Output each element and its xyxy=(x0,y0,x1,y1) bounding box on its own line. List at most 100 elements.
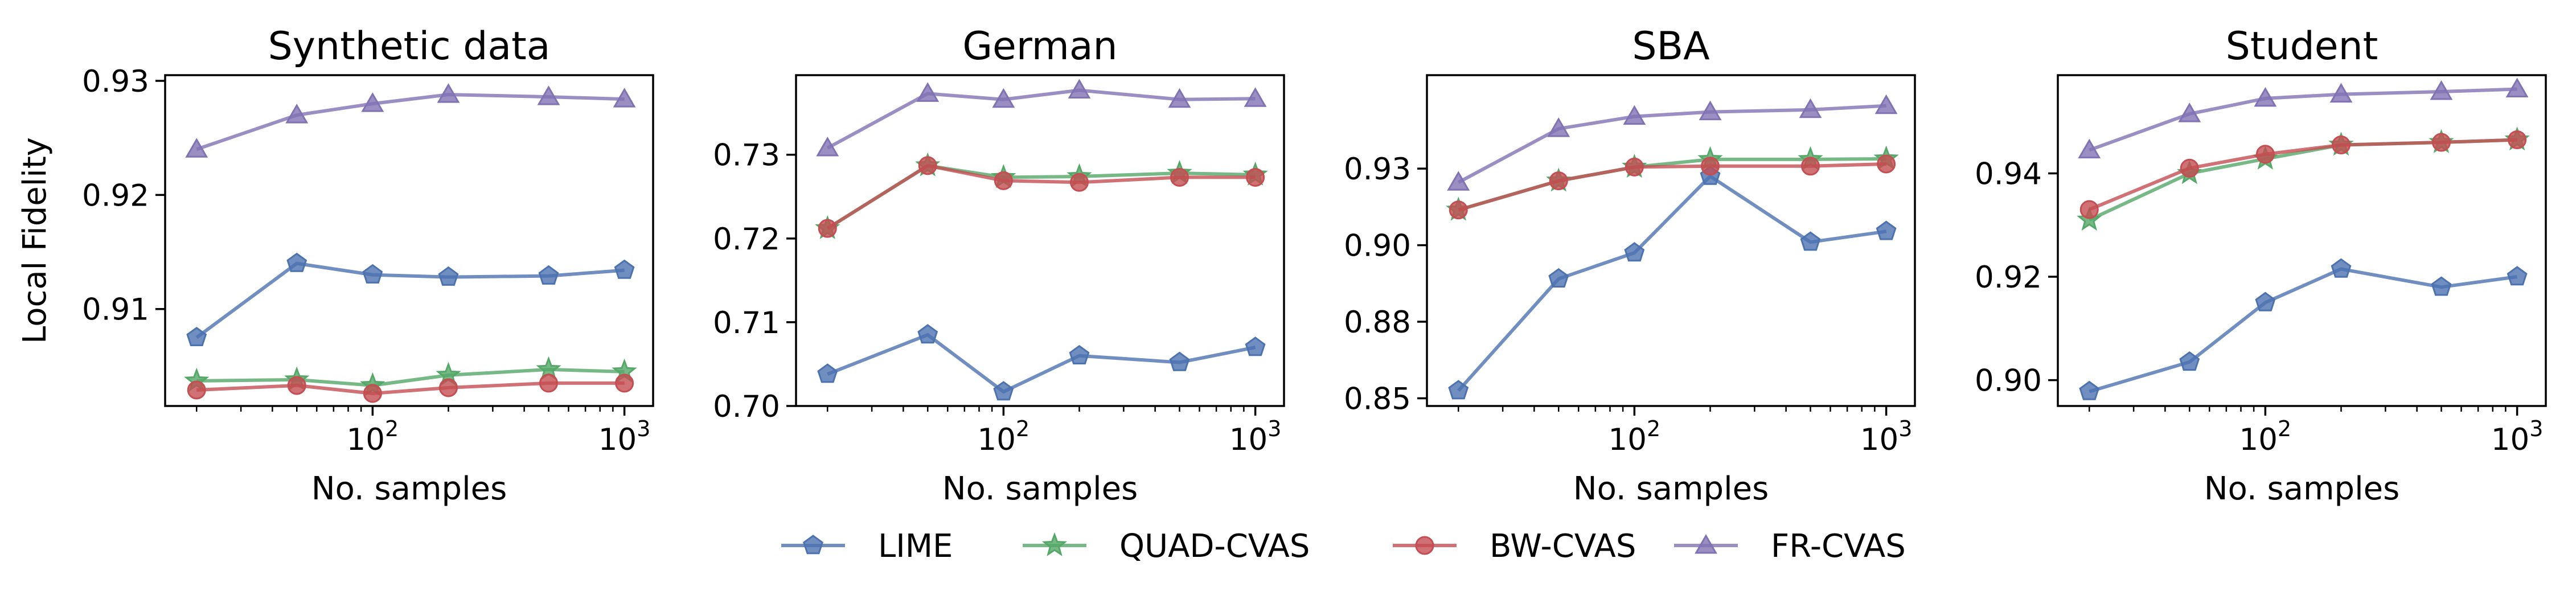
data-point-lime xyxy=(1548,268,1569,288)
data-point-fr-cvas xyxy=(1874,94,1898,114)
data-point-bw-cvas xyxy=(287,376,306,395)
data-point-lime xyxy=(1624,242,1645,262)
panel-title: Synthetic data xyxy=(268,24,551,69)
data-point-lime xyxy=(1245,337,1266,356)
series-line-quad-cvas xyxy=(196,367,625,387)
y-tick-label: 0.93 xyxy=(82,64,149,99)
x-tick-label: 103 xyxy=(2491,416,2544,457)
data-point-bw-cvas xyxy=(363,384,382,403)
y-tick-label: 0.93 xyxy=(1344,152,1411,187)
data-point-lime xyxy=(1069,344,1090,364)
data-point-bw-cvas xyxy=(1877,154,1896,174)
chart-panel-4: 102 103 0.90 0.92 0.94 Student No. samples xyxy=(1975,24,2547,507)
data-point-lime xyxy=(1800,231,1821,251)
data-point-fr-cvas xyxy=(2329,83,2353,103)
y-tick-label: 0.70 xyxy=(713,389,780,424)
y-tick-label: 0.94 xyxy=(1975,157,2042,191)
legend-label: BW-CVAS xyxy=(1490,528,1636,565)
axes-frame xyxy=(2057,74,2547,407)
data-point-fr-cvas xyxy=(2254,87,2277,107)
data-point-bw-cvas xyxy=(1549,171,1568,191)
y-tick-label: 0.85 xyxy=(1344,382,1411,417)
legend-marker-pentagon xyxy=(803,535,823,555)
data-point-fr-cvas xyxy=(1547,117,1570,137)
data-point-bw-cvas xyxy=(2508,130,2527,149)
axes-frame xyxy=(1426,74,1916,407)
data-point-fr-cvas xyxy=(1623,105,1646,125)
x-axis-label: No. samples xyxy=(311,470,507,507)
data-point-bw-cvas xyxy=(2180,158,2199,178)
x-axis-label: No. samples xyxy=(942,470,1138,507)
panel-title: German xyxy=(962,24,1117,69)
x-tick-label: 103 xyxy=(1860,416,1913,457)
legend-label: LIME xyxy=(878,528,953,565)
x-tick-base: 10 xyxy=(2491,422,2529,457)
data-point-fr-cvas xyxy=(1068,79,1091,99)
x-tick-exponent: 3 xyxy=(2529,416,2543,441)
data-point-fr-cvas xyxy=(185,138,208,158)
y-tick-label: 0.72 xyxy=(713,222,780,257)
data-point-bw-cvas xyxy=(438,378,458,397)
data-point-lime xyxy=(286,252,307,272)
x-tick-exponent: 2 xyxy=(1016,416,1029,441)
data-point-fr-cvas xyxy=(2505,77,2529,97)
y-axis-label: Local Fidelity xyxy=(17,137,54,344)
panel-title: Student xyxy=(2226,24,2378,69)
data-point-bw-cvas xyxy=(1700,157,1720,176)
data-point-fr-cvas xyxy=(992,88,1015,108)
legend-item-lime: LIME xyxy=(781,528,953,565)
data-point-fr-cvas xyxy=(285,104,309,124)
x-tick-base: 10 xyxy=(1860,422,1898,457)
data-point-lime xyxy=(2079,380,2100,400)
series-line-fr-cvas xyxy=(826,88,1256,150)
y-tick-label: 0.91 xyxy=(82,293,149,327)
data-point-bw-cvas xyxy=(1625,157,1644,177)
data-point-lime xyxy=(1448,380,1469,400)
data-point-lime xyxy=(2507,266,2528,286)
x-tick-label: 102 xyxy=(1609,416,1661,457)
series-line-quad-cvas xyxy=(826,163,1256,230)
data-point-fr-cvas xyxy=(1168,88,1191,108)
data-point-fr-cvas xyxy=(1447,171,1470,191)
data-point-fr-cvas xyxy=(537,85,560,105)
x-tick-label: 102 xyxy=(347,416,399,457)
data-point-bw-cvas xyxy=(1246,167,1265,187)
data-point-lime xyxy=(1169,351,1190,371)
data-point-lime xyxy=(1876,220,1897,240)
legend-marker-circle xyxy=(1415,536,1434,555)
data-point-lime xyxy=(2255,292,2276,311)
data-point-lime xyxy=(186,326,207,346)
data-point-fr-cvas xyxy=(361,92,384,112)
legend-item-bw-cvas: BW-CVAS xyxy=(1393,528,1636,565)
data-point-bw-cvas xyxy=(539,374,558,393)
x-tick-exponent: 2 xyxy=(1647,416,1660,441)
axes-frame xyxy=(164,74,654,407)
series-line-bw-cvas xyxy=(2089,138,2517,211)
series-line-bw-cvas xyxy=(1458,162,1886,212)
x-tick-label: 102 xyxy=(978,416,1030,457)
data-point-lime xyxy=(2179,351,2200,371)
data-point-lime xyxy=(614,259,635,279)
series-line-fr-cvas xyxy=(1457,104,1886,184)
data-point-fr-cvas xyxy=(613,88,636,108)
x-tick-base: 10 xyxy=(978,422,1016,457)
data-point-fr-cvas xyxy=(1244,87,1267,107)
series-line-fr-cvas xyxy=(2089,87,2517,152)
data-point-bw-cvas xyxy=(1800,157,1820,176)
x-tick-exponent: 3 xyxy=(637,416,650,441)
x-axis-label: No. samples xyxy=(2204,470,2400,507)
data-point-bw-cvas xyxy=(918,156,937,175)
series-line-lime xyxy=(2089,267,2518,393)
panel-title: SBA xyxy=(1632,24,1709,69)
y-tick-label: 0.90 xyxy=(1344,229,1411,264)
y-tick-label: 0.90 xyxy=(1975,364,2042,399)
x-tick-label: 102 xyxy=(2239,416,2292,457)
legend-marker-triangle xyxy=(1695,534,1717,554)
y-tick-label: 0.92 xyxy=(1975,260,2042,295)
data-point-lime xyxy=(362,264,383,284)
data-point-fr-cvas xyxy=(2430,80,2453,100)
axes-frame xyxy=(795,74,1285,407)
